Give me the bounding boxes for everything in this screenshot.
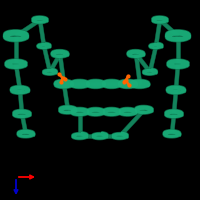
- PathPatch shape: [100, 134, 120, 138]
- PathPatch shape: [174, 64, 180, 90]
- PathPatch shape: [48, 53, 62, 73]
- PathPatch shape: [134, 54, 142, 84]
- PathPatch shape: [58, 54, 66, 84]
- PathPatch shape: [128, 82, 140, 86]
- PathPatch shape: [134, 53, 152, 73]
- PathPatch shape: [128, 108, 144, 114]
- PathPatch shape: [119, 109, 145, 137]
- PathPatch shape: [80, 134, 100, 138]
- PathPatch shape: [78, 112, 82, 136]
- PathPatch shape: [112, 82, 128, 86]
- PathPatch shape: [68, 108, 80, 114]
- PathPatch shape: [172, 90, 178, 114]
- PathPatch shape: [148, 46, 158, 72]
- PathPatch shape: [18, 90, 24, 114]
- PathPatch shape: [96, 110, 112, 114]
- PathPatch shape: [176, 36, 180, 64]
- PathPatch shape: [62, 84, 70, 110]
- PathPatch shape: [15, 18, 41, 38]
- PathPatch shape: [20, 114, 28, 134]
- PathPatch shape: [14, 64, 22, 90]
- PathPatch shape: [112, 110, 128, 114]
- PathPatch shape: [42, 46, 52, 72]
- PathPatch shape: [80, 110, 96, 114]
- PathPatch shape: [96, 82, 112, 86]
- PathPatch shape: [64, 82, 80, 86]
- PathPatch shape: [170, 114, 176, 134]
- PathPatch shape: [80, 82, 96, 86]
- PathPatch shape: [159, 19, 179, 37]
- PathPatch shape: [14, 36, 18, 64]
- PathPatch shape: [38, 20, 46, 46]
- PathPatch shape: [154, 20, 162, 46]
